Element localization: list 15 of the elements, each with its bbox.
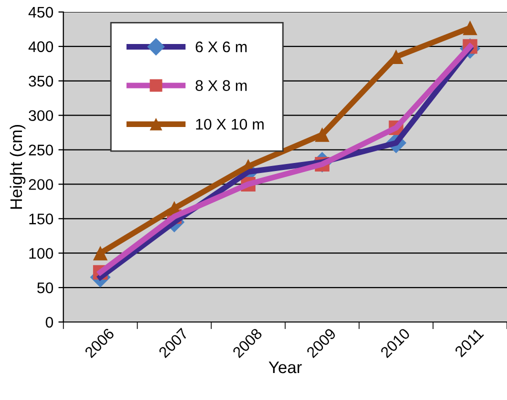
legend-label: 6 X 6 m (196, 41, 247, 52)
y-tick-label: 250 (28, 144, 54, 156)
y-tick-label: 200 (28, 179, 54, 190)
x-axis-title: Year (268, 362, 302, 374)
legend-label: 10 X 10 m (196, 118, 264, 130)
y-tick-label: 300 (28, 110, 54, 122)
y-tick-label: 150 (29, 214, 54, 224)
legend-label: 8 X 8 m (196, 80, 247, 91)
y-tick-label: 450 (28, 6, 54, 18)
y-tick-label: 0 (46, 316, 54, 328)
y-tick-label: 100 (29, 248, 54, 259)
y-tick-label: 50 (37, 282, 54, 294)
y-axis-title: Height (cm) (10, 124, 26, 209)
y-tick-label: 350 (28, 76, 54, 87)
y-tick-label: 400 (28, 41, 54, 52)
